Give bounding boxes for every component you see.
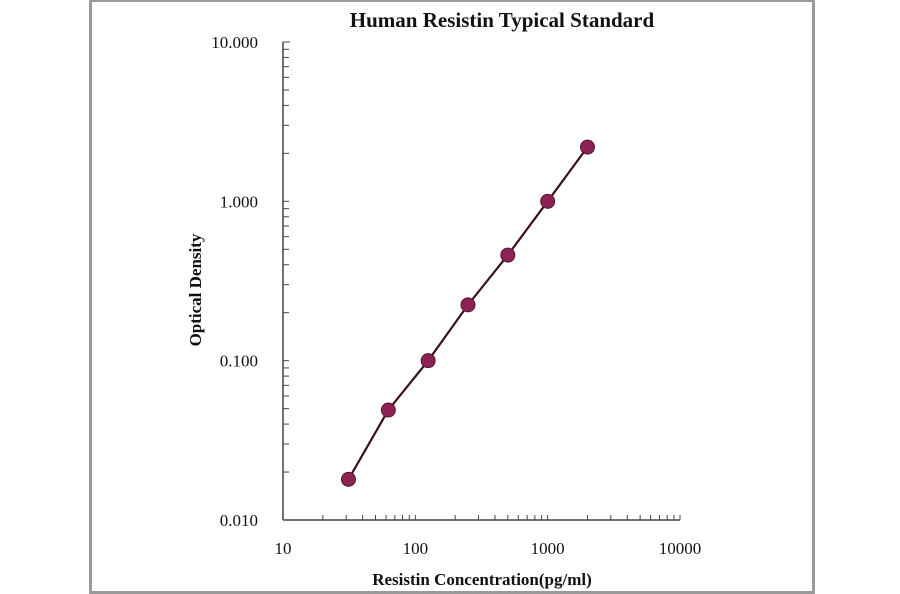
y-tick-label: 0.100 xyxy=(220,352,258,371)
data-point xyxy=(340,471,356,487)
data-point xyxy=(500,247,516,263)
y-axis-label: Optical Density xyxy=(186,233,205,346)
chart-frame xyxy=(89,0,815,594)
data-point xyxy=(380,402,396,418)
y-tick-labels: 0.010 0.100 1.000 10.000 xyxy=(211,33,258,530)
y-tick-label: 0.010 xyxy=(220,511,258,530)
x-axis-label: Resistin Concentration(pg/ml) xyxy=(372,570,592,589)
y-tick-label: 10.000 xyxy=(211,33,258,52)
chart-title: Human Resistin Typical Standard xyxy=(350,8,655,32)
x-tick-label: 10 xyxy=(275,539,292,558)
data-point xyxy=(460,297,476,313)
x-tick-labels: 10 100 1000 10000 xyxy=(275,539,702,558)
data-point xyxy=(420,353,436,369)
x-tick-label: 1000 xyxy=(531,539,565,558)
data-series xyxy=(340,139,596,487)
data-point xyxy=(580,139,596,155)
x-tick-label: 100 xyxy=(403,539,429,558)
y-tick-label: 1.000 xyxy=(220,192,258,211)
axes xyxy=(282,41,681,521)
data-point xyxy=(540,193,556,209)
x-tick-label: 10000 xyxy=(659,539,702,558)
